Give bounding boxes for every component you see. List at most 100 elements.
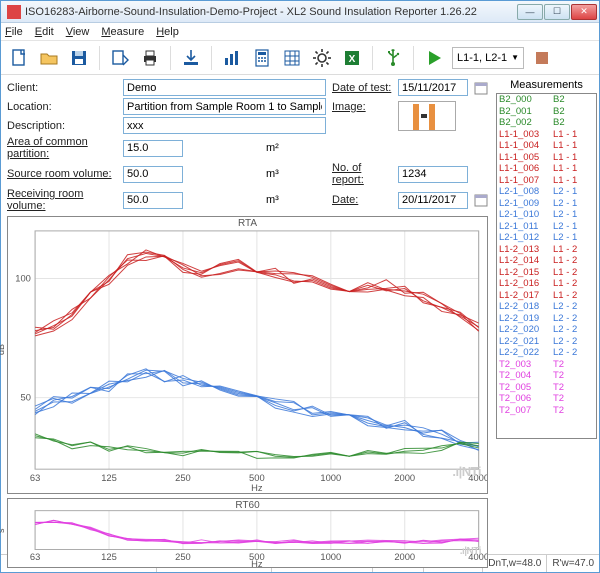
menu-view[interactable]: View [66,26,90,38]
measurement-row[interactable]: L1-1_006L1 - 1 [497,163,596,175]
calendar-icon[interactable] [474,81,488,95]
measurement-row[interactable]: L1-1_004L1 - 1 [497,140,596,152]
date-label: Date: [332,194,392,206]
svg-text:1000: 1000 [320,552,341,562]
rt60-chart[interactable]: RT60 s 63125250500100020004000Hz .ı|NTi [7,498,488,568]
measurement-row[interactable]: L1-1_007L1 - 1 [497,175,596,187]
description-label: Description: [7,120,117,132]
menu-edit[interactable]: Edit [35,26,54,38]
svg-text:1000: 1000 [320,473,341,483]
menu-file[interactable]: File [5,26,23,38]
open-icon[interactable] [37,46,61,70]
measurement-row[interactable]: L2-1_008L2 - 1 [497,186,596,198]
menubar: File Edit View Measure Help [1,23,599,41]
measurement-row[interactable]: B2_000B2 [497,94,596,106]
measurement-row[interactable]: L1-2_017L1 - 2 [497,290,596,302]
measurement-row[interactable]: L2-2_018L2 - 2 [497,301,596,313]
measurement-row[interactable]: L2-1_010L2 - 1 [497,209,596,221]
svg-text:Hz: Hz [251,483,263,493]
save-icon[interactable] [67,46,91,70]
export-icon[interactable] [108,46,132,70]
client-input[interactable] [123,79,326,96]
client-label: Client: [7,82,117,94]
svg-text:Hz: Hz [251,559,263,567]
stop-icon[interactable] [530,46,554,70]
measurement-row[interactable]: L2-2_020L2 - 2 [497,324,596,336]
measurement-row[interactable]: T2_006T2 [497,393,596,405]
date-test-input[interactable] [398,79,468,96]
status-rw: R'w=47.0 [546,555,599,572]
app-icon [7,5,21,19]
measurement-row[interactable]: L2-1_012L2 - 1 [497,232,596,244]
date-input[interactable] [398,192,468,209]
svg-text:X: X [349,54,356,65]
area-label: Area of common partition: [7,136,117,160]
toolbar: X L1-1, L2-1▼ [1,41,599,75]
measurement-row[interactable]: L2-2_019L2 - 2 [497,313,596,325]
measurement-row[interactable]: L2-2_021L2 - 2 [497,336,596,348]
measurement-row[interactable]: L1-2_013L1 - 2 [497,244,596,256]
svg-text:500: 500 [249,473,265,483]
grid-icon[interactable] [280,46,304,70]
svg-text:2000: 2000 [394,552,415,562]
download-icon[interactable] [179,46,203,70]
location-input[interactable] [123,98,326,115]
measurement-row[interactable]: L2-1_009L2 - 1 [497,198,596,210]
recv-unit: m³ [266,194,326,206]
no-report-label: No. of report: [332,162,392,186]
measurement-row[interactable]: T2_004T2 [497,370,596,382]
recv-input[interactable] [123,192,183,209]
measurement-row[interactable]: B2_001B2 [497,106,596,118]
image-preview[interactable] [398,101,456,131]
close-button[interactable]: ✕ [571,4,597,20]
svg-text:63: 63 [30,552,40,562]
measurement-row[interactable]: T2_003T2 [497,359,596,371]
svg-text:50: 50 [20,393,30,403]
area-input[interactable] [123,140,183,157]
calc-icon[interactable] [250,46,274,70]
measurement-row[interactable]: L1-2_015L1 - 2 [497,267,596,279]
calendar-icon-2[interactable] [474,193,488,207]
excel-icon[interactable]: X [340,46,364,70]
measurement-row[interactable]: L1-2_014L1 - 2 [497,255,596,267]
measurement-row[interactable]: T2_007T2 [497,405,596,417]
maximize-button[interactable]: ☐ [544,4,570,20]
date-test-label: Date of test: [332,82,392,94]
svg-text:250: 250 [175,473,191,483]
svg-text:250: 250 [175,552,191,562]
minimize-button[interactable]: — [517,4,543,20]
usb-icon[interactable] [381,46,405,70]
measurements-title: Measurements [496,79,597,91]
recv-label: Receiving room volume: [7,188,117,212]
src-label: Source room volume: [7,168,117,180]
src-unit: m³ [266,168,326,180]
nti-watermark: .ı|NTi [452,464,481,479]
window-title: ISO16283-Airborne-Sound-Insulation-Demo-… [25,6,517,18]
play-icon[interactable] [422,46,446,70]
menu-help[interactable]: Help [156,26,179,38]
src-input[interactable] [123,166,183,183]
measurement-row[interactable]: L2-2_022L2 - 2 [497,347,596,359]
project-form: Client: Date of test: Location: Image: D… [1,75,494,214]
measurement-row[interactable]: L1-1_005L1 - 1 [497,152,596,164]
measurement-row[interactable]: L1-2_016L1 - 2 [497,278,596,290]
svg-text:125: 125 [101,552,117,562]
measurement-row[interactable]: L1-1_003L1 - 1 [497,129,596,141]
svg-text:125: 125 [101,473,117,483]
new-icon[interactable] [7,46,31,70]
measurement-dropdown[interactable]: L1-1, L2-1▼ [452,47,524,69]
rta-chart[interactable]: RTA dB 63125250500100020004000Hz50100 .ı… [7,216,488,494]
measurements-list[interactable]: B2_000B2B2_001B2B2_002B2L1-1_003L1 - 1L1… [496,93,597,439]
no-report-input[interactable] [398,166,468,183]
description-input[interactable] [123,117,326,134]
image-label: Image: [332,101,392,113]
location-label: Location: [7,101,117,113]
menu-measure[interactable]: Measure [101,26,144,38]
print-icon[interactable] [138,46,162,70]
gear-icon[interactable] [310,46,334,70]
measurement-row[interactable]: T2_005T2 [497,382,596,394]
measurement-row[interactable]: L2-1_011L2 - 1 [497,221,596,233]
chart-icon[interactable] [220,46,244,70]
measurement-row[interactable]: B2_002B2 [497,117,596,129]
svg-text:2000: 2000 [394,473,415,483]
